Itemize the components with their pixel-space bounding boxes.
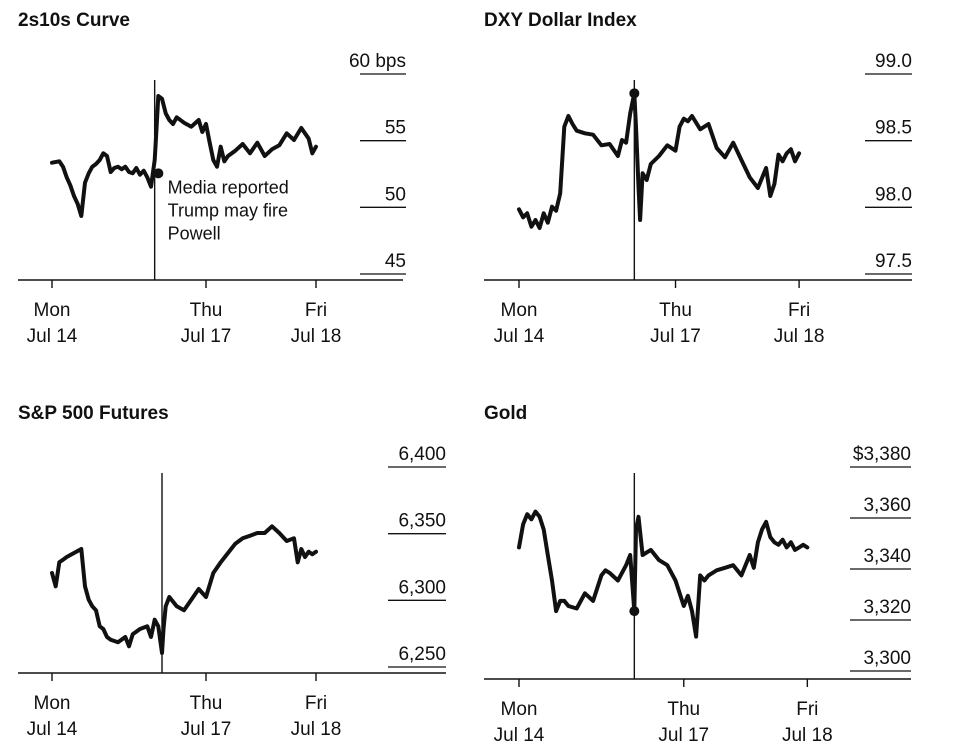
chart-1-annotation-line-1: Media reported — [168, 177, 289, 197]
chart-1-y-tick-4: 45 — [385, 251, 406, 272]
chart-1-x-tick-label-1: Mon — [34, 300, 71, 321]
chart-3-x-tick-date-1: Jul 14 — [27, 719, 78, 740]
chart-4-x-tick-label-2: Thu — [667, 699, 700, 720]
chart-1-annotation-line-3: Powell — [168, 223, 221, 243]
chart-3-x-tick-label-3: Fri — [305, 693, 327, 714]
chart-4-y-tick-1: $3,380 — [853, 444, 911, 465]
chart-2-x-tick-date-2: Jul 17 — [650, 326, 701, 347]
chart-4-x-tick-label-3: Fri — [796, 699, 818, 720]
chart-2-x-tick-date-3: Jul 18 — [774, 326, 825, 347]
chart-2-y-tick-1: 99.0 — [875, 51, 912, 72]
chart-1-annotation-line-2: Trump may fire — [168, 200, 288, 220]
chart-4-x-tick-date-2: Jul 17 — [658, 725, 709, 746]
chart-4-y-tick-4: 3,320 — [863, 597, 911, 618]
chart-2-y-tick-2: 98.5 — [875, 118, 912, 139]
chart-3-y-tick-1: 6,400 — [398, 444, 446, 465]
chart-1-x-tick-date-1: Jul 14 — [27, 326, 78, 347]
chart-1-x-tick-label-2: Thu — [190, 300, 223, 321]
chart-1-x-tick-date-3: Jul 18 — [291, 326, 342, 347]
chart-1-event-marker — [153, 168, 164, 179]
chart-4-x-tick-label-1: Mon — [501, 699, 538, 720]
chart-4-x-tick-date-1: Jul 14 — [494, 725, 545, 746]
chart-3-y-tick-4: 6,250 — [398, 644, 446, 665]
chart-2-x-tick-label-3: Fri — [788, 300, 810, 321]
chart-2-x-tick-label-1: Mon — [501, 300, 538, 321]
chart-2-x-tick-date-1: Jul 14 — [494, 326, 545, 347]
chart-3-y-tick-3: 6,300 — [398, 577, 446, 598]
chart-3-x-tick-label-1: Mon — [34, 693, 71, 714]
chart-2-x-tick-label-2: Thu — [659, 300, 692, 321]
chart-4-y-tick-5: 3,300 — [863, 648, 911, 669]
chart-4-title: Gold — [484, 403, 527, 424]
chart-3-y-tick-2: 6,350 — [398, 511, 446, 532]
chart-1-y-tick-1: 60 bps — [349, 51, 406, 72]
chart-4-series-line-1 — [517, 509, 810, 639]
chart-2-series-line-1 — [517, 91, 802, 230]
chart-3-title: S&P 500 Futures — [18, 403, 169, 424]
chart-1-y-tick-3: 50 — [385, 184, 406, 205]
chart-3-x-tick-date-3: Jul 18 — [291, 719, 342, 740]
chart-1-y-tick-2: 55 — [385, 118, 406, 139]
chart-1-series-line-1 — [50, 94, 318, 218]
chart-1-x-tick-label-3: Fri — [305, 300, 327, 321]
chart-4-y-tick-2: 3,360 — [863, 495, 911, 516]
chart-2-title: DXY Dollar Index — [484, 10, 637, 31]
chart-4-x-tick-date-3: Jul 18 — [782, 725, 833, 746]
chart-2-y-tick-3: 98.0 — [875, 184, 912, 205]
chart-1-title: 2s10s Curve — [18, 10, 130, 31]
chart-4-event-marker — [629, 606, 640, 617]
chart-1-x-tick-date-2: Jul 17 — [181, 326, 232, 347]
chart-3-series-line-1 — [50, 524, 318, 655]
chart-2-event-marker — [629, 88, 640, 99]
chart-2-y-tick-4: 97.5 — [875, 251, 912, 272]
chart-3-x-tick-date-2: Jul 17 — [181, 719, 232, 740]
chart-4-y-tick-3: 3,340 — [863, 546, 911, 567]
chart-3-x-tick-label-2: Thu — [190, 693, 223, 714]
